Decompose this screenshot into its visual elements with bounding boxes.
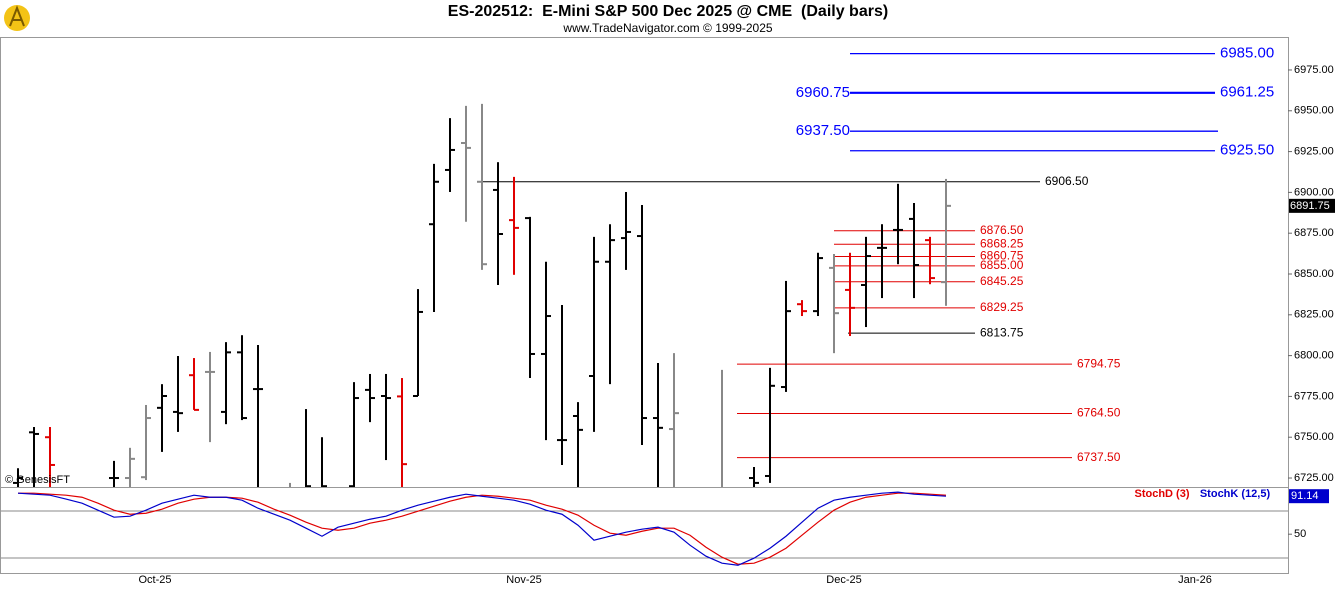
y-tick-label: 6875.00 [1294,227,1334,239]
last-price-box [1289,198,1335,213]
x-tick-label: Nov-25 [506,574,541,586]
x-tick-label: Jan-26 [1178,574,1212,586]
level-label: 6960.75 [796,84,850,101]
level-label: 6868.25 [980,236,1024,250]
y-tick-label: 6950.00 [1294,105,1334,117]
level-label: 6961.25 [1220,83,1274,100]
level-label: 6794.75 [1077,356,1121,370]
y-tick-label: 6900.00 [1294,186,1334,198]
level-label: 6876.50 [980,223,1024,237]
last-value-box [1289,489,1329,504]
level-label: 6906.50 [1045,174,1089,188]
level-label: 6925.50 [1220,142,1274,159]
last-price-label: 6891.75 [1290,200,1330,212]
x-tick-label: Oct-25 [138,574,171,586]
level-label: 6985.00 [1220,45,1274,62]
y-tick-label: 6850.00 [1294,268,1334,280]
stoch-line [17,491,947,566]
chart-subtitle: www.TradeNavigator.com © 1999-2025 [562,21,772,35]
y-tick-label: 6775.00 [1294,390,1334,402]
level-label: 6855.00 [980,258,1024,272]
last-value-label: 91.14 [1291,490,1319,502]
y-tick-label: 6750.00 [1294,431,1334,443]
chart-title: ES-202512: E-Mini S&P 500 Dec 2025 @ CME… [448,3,888,20]
y-tick-label: 6725.00 [1294,472,1334,484]
level-label: 6737.50 [1077,450,1121,464]
level-label: 6937.50 [796,122,850,139]
overlay: 6725.00 6750.00 6775.00 6800.00 6825.00 6850.… [138,45,1335,586]
y-tick-label: 6925.00 [1294,145,1334,157]
legend-entry: StochK (12,5) [1200,488,1271,500]
y-tick-label: 6800.00 [1294,350,1334,362]
level-label: 6845.25 [980,274,1024,288]
stoch-panel [0,487,1289,574]
level-label: 6860.75 [980,249,1024,263]
y-tick-label: 6825.00 [1294,309,1334,321]
level-label: 6813.75 [980,325,1024,339]
y-tick-label: 6975.00 [1294,64,1334,76]
stoch-line [18,492,947,565]
copyright: © GenesisFT [5,474,70,486]
legend-entry: StochD (3) [1135,488,1190,500]
level-label: 6764.50 [1077,406,1121,420]
x-tick-label: Dec-25 [826,574,861,586]
price-plot [13,52,1218,487]
level-label: 6829.25 [980,300,1024,314]
stoch-plot [17,491,947,566]
y-tick-label: 50 [1294,528,1306,540]
logo [4,5,30,31]
